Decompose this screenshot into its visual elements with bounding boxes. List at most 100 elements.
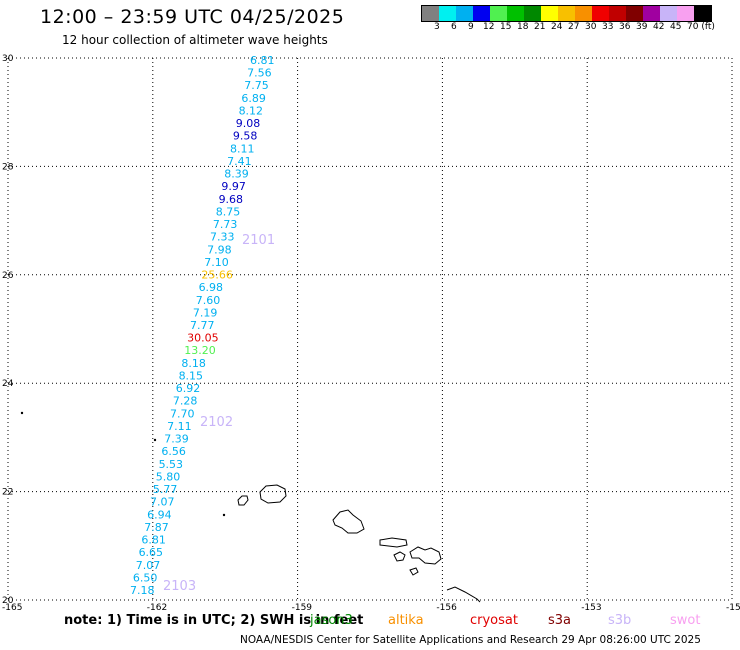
map-subtitle: 12 hour collection of altimeter wave hei… [62,33,328,47]
wave-height-value: 5.77 [153,483,178,496]
wave-height-value: 7.18 [130,584,155,597]
wave-height-value: 7.39 [164,433,189,446]
color-swatch [524,6,541,21]
color-scale-label: 70 (ft) [687,22,715,32]
y-tick-label: 20 [2,596,14,606]
color-scale-bar [421,5,712,22]
wave-height-value: 6.81 [141,534,166,547]
wave-height-value: 6.89 [241,92,266,105]
island-oahu [332,509,365,534]
y-tick-label: 28 [2,162,14,172]
mission-label-altika: altika [388,613,424,628]
wave-height-value: 7.07 [136,559,161,572]
wave-height-value: 6.81 [250,54,275,67]
wave-height-value: 9.08 [236,117,261,130]
wave-height-value: 9.68 [219,193,244,206]
x-tick-label: -162 [147,603,167,613]
wave-height-value: 7.41 [227,155,252,168]
wave-height-value: 7.28 [173,395,198,408]
wave-height-value: 30.05 [187,332,219,345]
axis-ticks: -165 -162 -159 -156 -153 -15 30 28 26 24 22 20 [2,54,740,613]
map-title: 12:00 – 23:59 UTC 04/25/2025 [40,6,345,28]
island-hawaii [446,586,481,603]
wave-height-value: 8.75 [216,205,241,218]
pass-number-label: 2103 [163,579,196,594]
wave-height-value: 5.53 [159,458,184,471]
color-scale-label: 15 [500,22,512,32]
mission-label-s3b: s3b [608,613,632,628]
wave-height-value: 7.07 [150,496,175,509]
mission-label-cryosat: cryosat [470,613,518,628]
wave-height-value: 7.73 [213,218,238,231]
color-swatch [439,6,456,21]
wave-height-value: 6.94 [147,508,172,521]
color-swatch [558,6,575,21]
color-scale-label: 33 [602,22,614,32]
wave-height-value: 8.11 [230,142,255,155]
x-tick-label: -165 [2,603,22,613]
color-swatch [677,6,694,21]
color-swatch [507,6,524,21]
wave-height-value: 7.98 [207,243,232,256]
x-tick-label: -15 [726,603,740,613]
y-tick-label: 24 [2,379,14,389]
wave-height-value: 7.77 [190,319,215,332]
islet-dot [222,513,226,517]
wave-height-value: 6.92 [176,382,201,395]
color-scale-label: 42 [653,22,665,32]
island-kahoolawe [409,567,419,576]
color-scale-label: 21 [534,22,546,32]
wave-height-value: 6.56 [161,445,186,458]
color-scale-label: 30 [585,22,597,32]
color-swatch [473,6,490,21]
x-tick-label: -153 [581,603,601,613]
wave-height-value: 6.50 [133,571,158,584]
credit-line: NOAA/NESDIS Center for Satellite Applica… [240,634,701,646]
small-islets [20,411,226,517]
color-scale-label: 18 [517,22,529,32]
island-maui [409,546,442,565]
wave-height-value: 7.33 [210,231,235,244]
wave-height-value: 7.10 [204,256,229,269]
islet-dot [153,438,157,442]
wave-height-value: 25.66 [201,269,233,282]
wave-height-value: 7.11 [167,420,192,433]
x-tick-label: -159 [292,603,313,613]
color-swatch [541,6,558,21]
color-scale-label: 36 [619,22,631,32]
color-swatch [694,6,711,21]
color-swatch [643,6,660,21]
wave-height-value: 7.60 [196,294,221,307]
color-scale-label: 6 [451,22,457,32]
pass-number-label: 2101 [242,233,275,248]
wave-height-value: 7.75 [244,79,268,92]
island-niihau [237,495,249,506]
pass-number-label: 2102 [200,415,233,430]
wave-height-value: 9.58 [233,130,258,143]
mission-label-swot: swot [670,613,701,628]
mission-label-s3a: s3a [548,613,572,628]
mission-label-jason3: jason3 [310,613,353,628]
pass-labels: 2101 2102 2103 [163,233,275,594]
wave-height-value: 5.80 [156,470,181,483]
hawaii-islands [237,484,481,603]
wave-height-value: 7.87 [144,521,169,534]
island-molokai [379,537,408,548]
wave-height-value: 7.70 [170,407,195,420]
wave-height-value: 8.39 [224,168,249,181]
color-scale-label: 24 [551,22,563,32]
wave-height-value: 13.20 [184,344,216,357]
color-swatch [626,6,643,21]
y-tick-label: 26 [2,271,14,281]
color-scale-label: 39 [636,22,648,32]
islet-dot [20,411,24,415]
note-text: note: 1) Time is in UTC; 2) SWH is in fe… [64,613,364,628]
color-swatch [592,6,609,21]
wave-height-value: 6.65 [139,546,164,559]
color-scale-label: 27 [568,22,580,32]
color-swatch [660,6,677,21]
wave-height-value: 7.19 [193,306,218,319]
wave-height-value: 8.18 [181,357,206,370]
color-scale-label: 12 [483,22,495,32]
